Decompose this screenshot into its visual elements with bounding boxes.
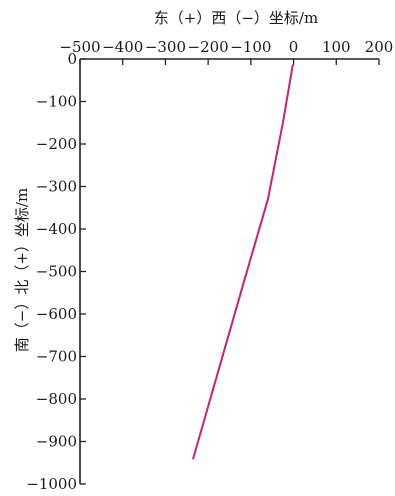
data-point	[192, 457, 195, 460]
data-point	[291, 64, 294, 67]
data-point	[242, 283, 245, 286]
y-tick-label: −600	[36, 305, 77, 323]
data-point	[267, 198, 269, 201]
y-tick-label: −900	[36, 433, 77, 451]
y-tick-label: −500	[36, 263, 77, 281]
y-tick-label: −200	[36, 135, 77, 153]
axes: −500 −400 −300 −200 −100 0 100 2000−100−200−300…	[26, 38, 393, 493]
y-tick-label: −100	[36, 93, 77, 111]
x-tick-label: −200	[188, 38, 229, 56]
y-tick-label: −1000	[26, 475, 77, 493]
data-point	[217, 368, 220, 371]
y-tick-label: −300	[36, 178, 77, 196]
y-tick-label: −700	[36, 348, 77, 366]
x-tick-label: 200	[365, 38, 394, 56]
x-tick-label: −400	[102, 38, 143, 56]
y-axis-title: 南（−）北（+）坐标/m	[13, 188, 31, 352]
plot-area	[192, 64, 294, 460]
y-tick-label: 0	[67, 50, 77, 68]
series-line	[192, 64, 294, 460]
data-point	[281, 121, 284, 124]
x-tick-label: −500	[59, 38, 100, 56]
x-axis-title: 东（+）西（−）坐标/m	[154, 9, 318, 27]
x-tick-label: −100	[230, 38, 271, 56]
y-tick-label: −400	[36, 220, 77, 238]
y-tick-label: −800	[36, 390, 77, 408]
x-tick-label: −300	[145, 38, 186, 56]
x-tick-label: 0	[289, 38, 299, 56]
x-tick-label: 100	[322, 38, 351, 56]
